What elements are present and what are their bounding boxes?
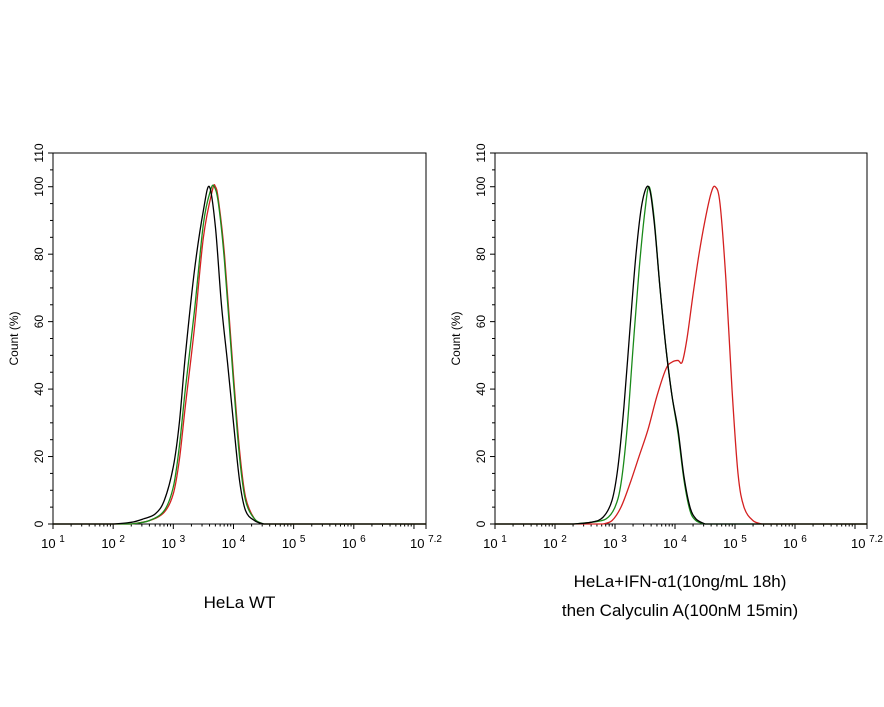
x-tick-label: 10 7.2 xyxy=(410,534,442,551)
plot-frame xyxy=(494,152,868,525)
caption-line: HeLa WT xyxy=(203,593,276,612)
y-tick-label: 20 xyxy=(32,450,46,464)
x-tick-label: 10 3 xyxy=(162,534,186,551)
y-tick-label: 0 xyxy=(32,520,46,527)
y-tick-label: 40 xyxy=(32,382,46,396)
x-tick-label: 10 2 xyxy=(543,534,567,551)
x-tick-label: 10 6 xyxy=(783,534,807,551)
histogram-series-1 xyxy=(53,183,426,525)
y-tick-label: 60 xyxy=(32,315,46,329)
histogram-series-3 xyxy=(495,185,867,525)
caption-line: then Calyculin A(100nM 15min) xyxy=(561,601,799,620)
histogram-series-2 xyxy=(495,186,867,525)
histogram-series-1 xyxy=(495,185,867,525)
y-tick-label: 100 xyxy=(474,176,488,196)
x-tick-label: 10 5 xyxy=(282,534,306,551)
plot-panel-2: 0 20 40 60 80 100 110 Count (%) 10 1 10 2 10 3 10 4… xyxy=(449,143,883,551)
x-tick-label: 10 7.2 xyxy=(851,534,883,551)
x-tick-label: 10 1 xyxy=(41,534,65,551)
y-tick-label: 80 xyxy=(32,247,46,261)
panel-caption-1: HeLa WT xyxy=(53,588,426,617)
y-tick-label: 100 xyxy=(32,176,46,196)
x-tick-label: 10 5 xyxy=(723,534,747,551)
x-tick-label: 10 4 xyxy=(663,534,687,551)
y-tick-label: 110 xyxy=(474,143,488,162)
y-tick-label: 0 xyxy=(474,520,488,527)
y-axis-label: Count (%) xyxy=(7,311,21,365)
x-tick-label: 10 6 xyxy=(342,534,366,551)
histogram-series-2 xyxy=(53,184,426,525)
x-tick-label: 10 1 xyxy=(483,534,507,551)
y-axis-label: Count (%) xyxy=(449,311,463,365)
y-tick-label: 80 xyxy=(474,247,488,261)
histogram-series-3 xyxy=(53,185,426,525)
plot-frame xyxy=(52,152,427,525)
x-tick-label: 10 3 xyxy=(603,534,627,551)
panel-caption-2: HeLa+IFN-α1(10ng/mL 18h) then Calyculin … xyxy=(450,567,884,625)
x-tick-label: 10 4 xyxy=(222,534,246,551)
y-tick-label: 40 xyxy=(474,382,488,396)
y-tick-label: 110 xyxy=(32,143,46,162)
x-tick-label: 10 2 xyxy=(101,534,125,551)
plot-panel-1: 0 20 40 60 80 100 110 Count (%) 10 1 10 2 10 3 10 4… xyxy=(7,143,442,551)
caption-line: HeLa+IFN-α1(10ng/mL 18h) xyxy=(573,572,787,591)
y-tick-label: 60 xyxy=(474,315,488,329)
y-tick-label: 20 xyxy=(474,450,488,464)
